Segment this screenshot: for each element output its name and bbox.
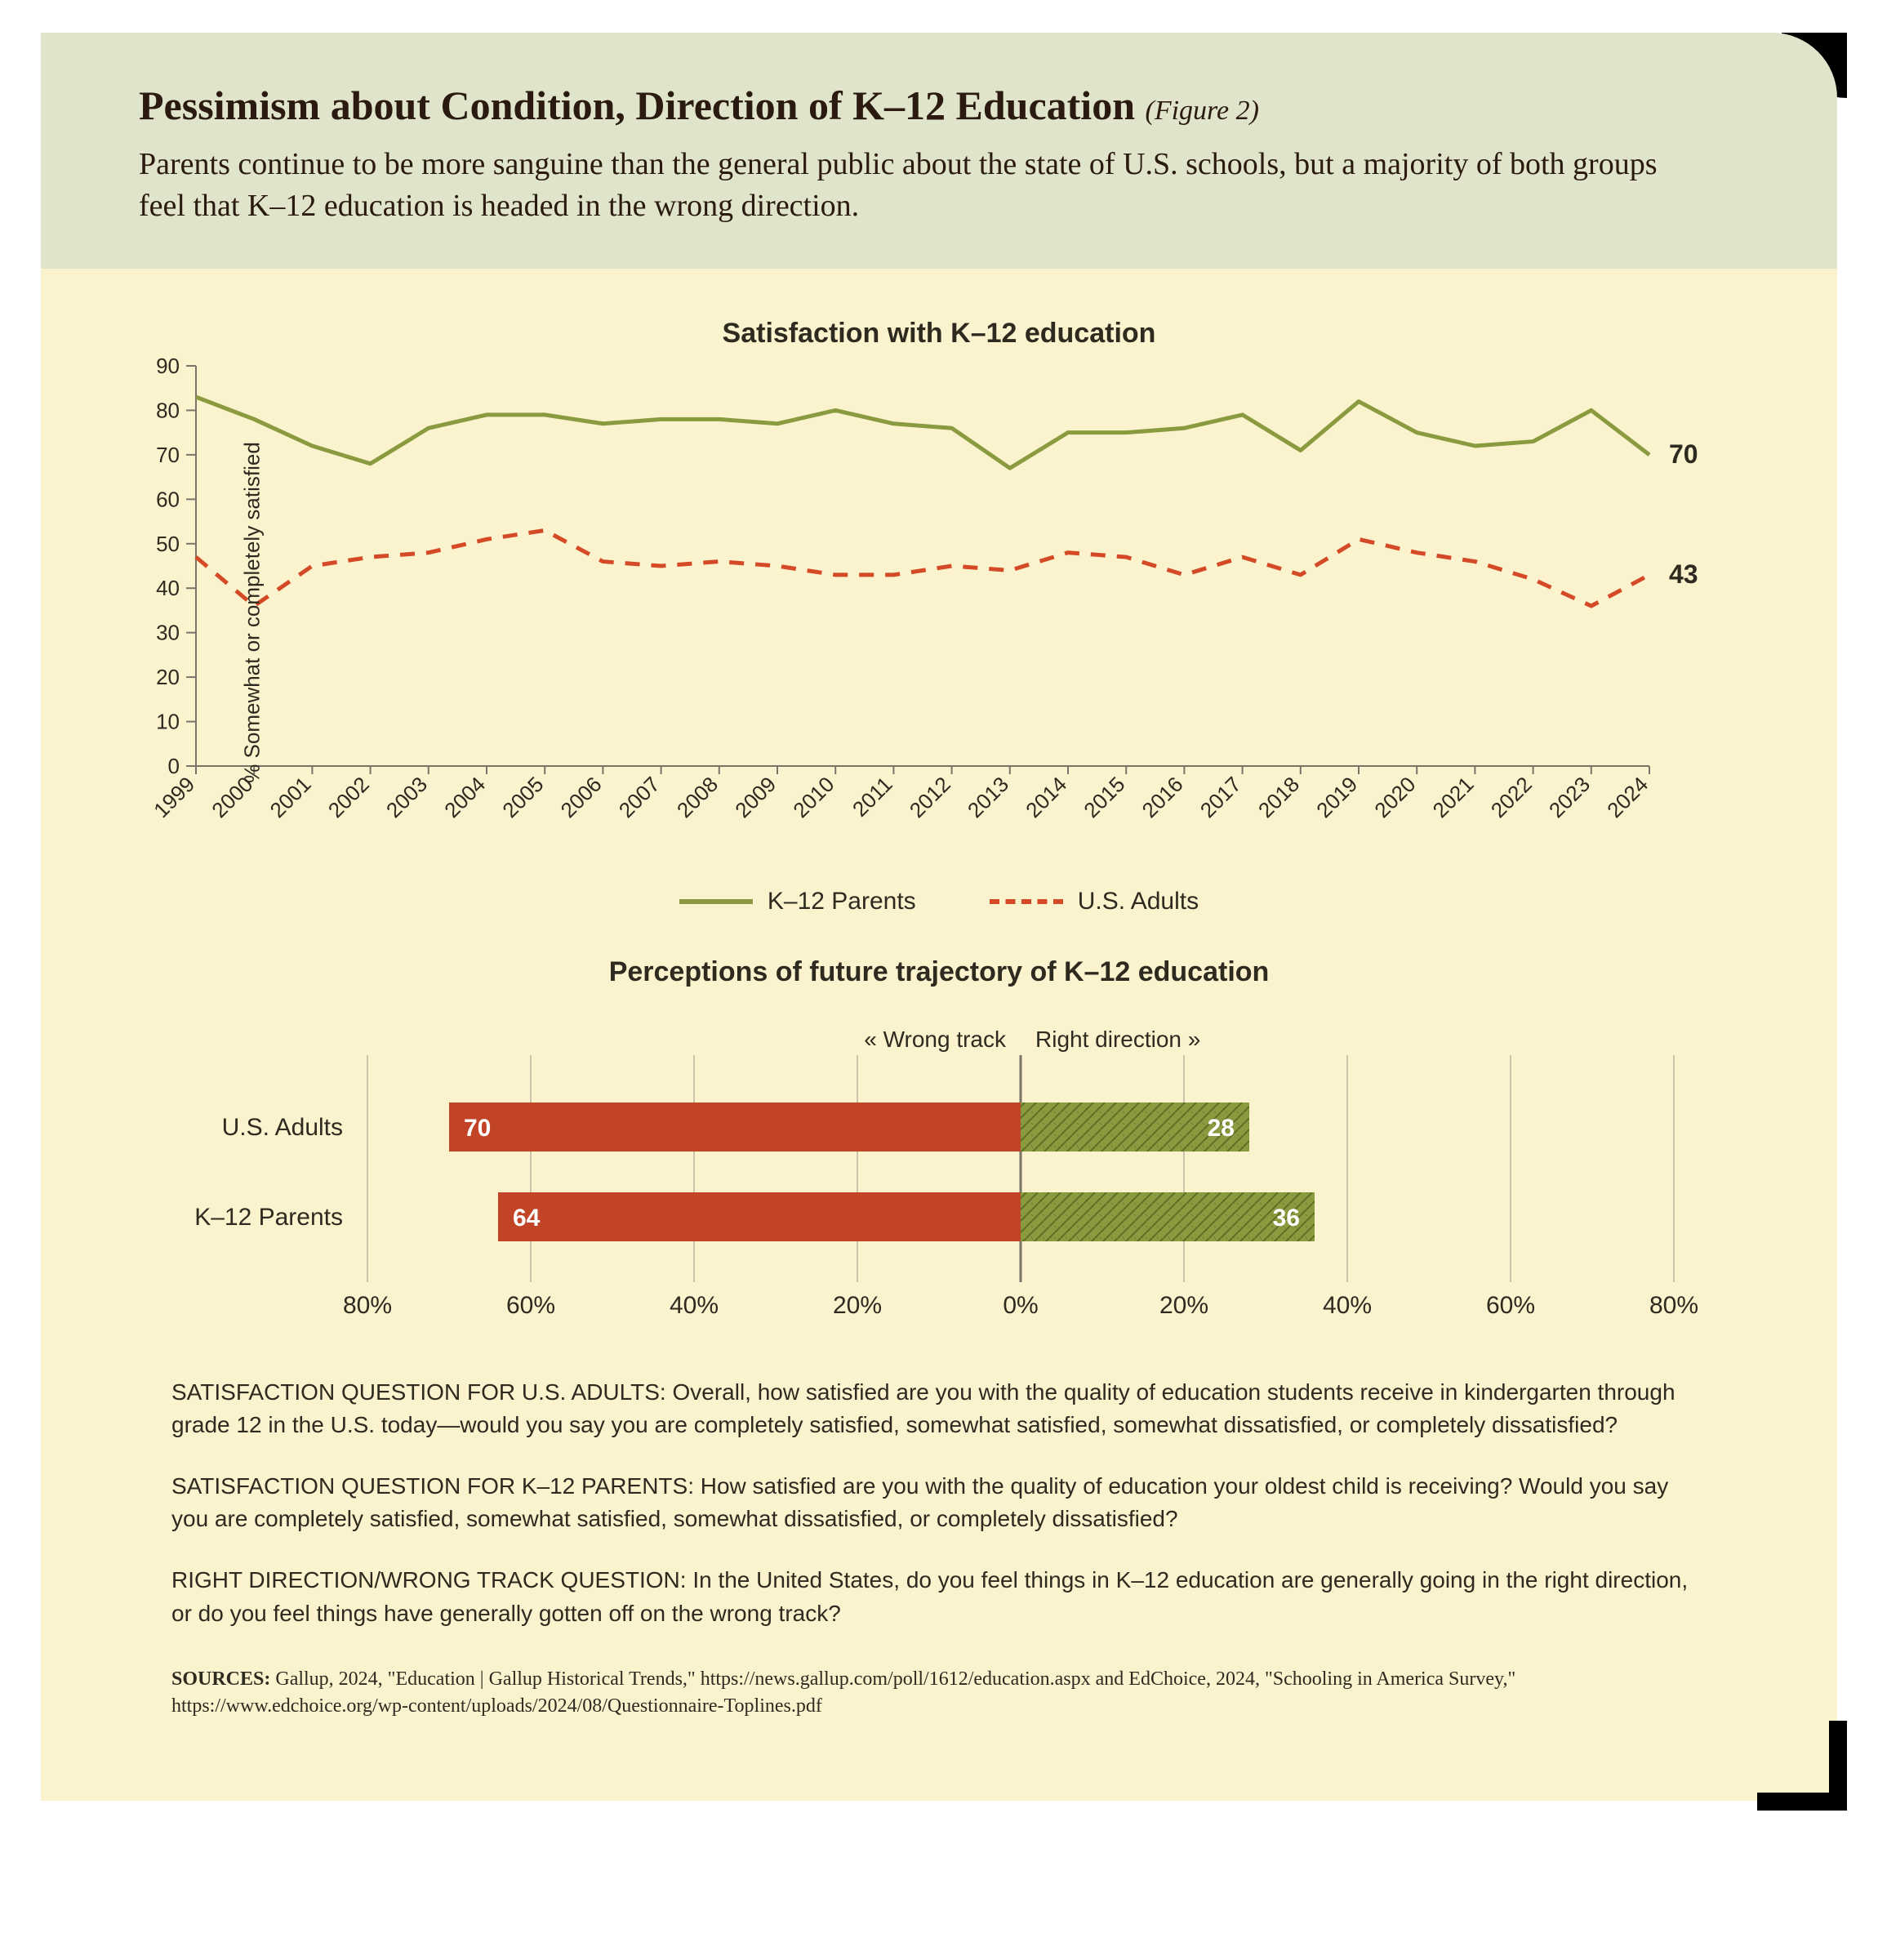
svg-text:30: 30 bbox=[156, 620, 180, 644]
svg-text:70: 70 bbox=[1669, 439, 1698, 468]
note-parents-question: SATISFACTION QUESTION FOR K–12 PARENTS: … bbox=[171, 1470, 1707, 1536]
line-chart: % Somewhat or completely satisfied 0 10 20… bbox=[106, 358, 1772, 868]
svg-text:40%: 40% bbox=[670, 1292, 719, 1319]
title-main: Pessimism about Condition, Direction of … bbox=[139, 82, 1135, 128]
svg-text:0%: 0% bbox=[1003, 1292, 1038, 1319]
svg-text:2002: 2002 bbox=[323, 772, 374, 822]
sources: SOURCES: Gallup, 2024, "Education | Gall… bbox=[106, 1658, 1772, 1744]
svg-text:2006: 2006 bbox=[556, 772, 607, 822]
y-axis-label: % Somewhat or completely satisfied bbox=[239, 442, 265, 783]
svg-text:36: 36 bbox=[1273, 1205, 1300, 1232]
svg-text:60%: 60% bbox=[506, 1292, 555, 1319]
line-chart-legend: K–12 Parents U.S. Adults bbox=[106, 888, 1772, 915]
svg-text:2011: 2011 bbox=[848, 772, 897, 822]
note-direction-question: RIGHT DIRECTION/WRONG TRACK QUESTION: In… bbox=[171, 1564, 1707, 1630]
svg-text:0: 0 bbox=[168, 754, 180, 778]
legend-parents: K–12 Parents bbox=[679, 888, 916, 915]
svg-text:60: 60 bbox=[156, 487, 180, 511]
svg-text:2021: 2021 bbox=[1428, 772, 1479, 822]
bar-chart: 80% 60% 40% 20% 0% 20% 40% 60% 80% « Wrong track R… bbox=[106, 1021, 1772, 1335]
legend-swatch-dashed bbox=[990, 899, 1063, 904]
note-adults-question: SATISFACTION QUESTION FOR U.S. ADULTS: O… bbox=[171, 1376, 1707, 1442]
figure-container: Pessimism about Condition, Direction of … bbox=[41, 33, 1837, 1801]
svg-text:70: 70 bbox=[156, 442, 180, 466]
sources-label: SOURCES: bbox=[171, 1668, 270, 1690]
svg-text:20%: 20% bbox=[1159, 1292, 1208, 1319]
line-chart-title: Satisfaction with K–12 education bbox=[106, 318, 1772, 350]
svg-text:10: 10 bbox=[156, 709, 180, 733]
svg-text:« Wrong track: « Wrong track bbox=[864, 1027, 1007, 1052]
legend-parents-label: K–12 Parents bbox=[768, 888, 916, 915]
svg-text:Right direction »: Right direction » bbox=[1035, 1027, 1200, 1052]
svg-text:80: 80 bbox=[156, 398, 180, 422]
line-chart-svg: 0102030405060708090199920002001200220032… bbox=[106, 358, 1739, 864]
svg-text:2022: 2022 bbox=[1486, 772, 1537, 822]
svg-text:2008: 2008 bbox=[672, 772, 723, 822]
svg-text:40%: 40% bbox=[1323, 1292, 1372, 1319]
svg-text:50: 50 bbox=[156, 531, 180, 555]
svg-text:U.S. Adults: U.S. Adults bbox=[222, 1114, 343, 1141]
svg-text:2005: 2005 bbox=[497, 772, 548, 822]
svg-text:2013: 2013 bbox=[963, 772, 1013, 822]
svg-text:2024: 2024 bbox=[1602, 772, 1653, 822]
bar-chart-svg: 80% 60% 40% 20% 0% 20% 40% 60% 80% « Wrong track R… bbox=[106, 1021, 1739, 1331]
svg-text:2009: 2009 bbox=[730, 772, 781, 822]
svg-text:2003: 2003 bbox=[381, 772, 432, 822]
legend-adults: U.S. Adults bbox=[990, 888, 1199, 915]
header-band: Pessimism about Condition, Direction of … bbox=[41, 33, 1837, 269]
sources-text: Gallup, 2024, "Education | Gallup Histor… bbox=[171, 1668, 1515, 1716]
svg-text:2016: 2016 bbox=[1137, 772, 1188, 822]
svg-text:2007: 2007 bbox=[614, 772, 665, 822]
svg-text:40: 40 bbox=[156, 576, 180, 600]
svg-text:20: 20 bbox=[156, 665, 180, 689]
svg-text:80%: 80% bbox=[343, 1292, 392, 1319]
figure-label: (Figure 2) bbox=[1146, 96, 1259, 126]
svg-text:K–12 Parents: K–12 Parents bbox=[194, 1204, 343, 1231]
svg-text:2023: 2023 bbox=[1544, 772, 1595, 822]
svg-text:2018: 2018 bbox=[1253, 772, 1304, 822]
question-notes: SATISFACTION QUESTION FOR U.S. ADULTS: O… bbox=[106, 1335, 1772, 1631]
svg-text:2004: 2004 bbox=[439, 772, 490, 822]
legend-swatch-solid bbox=[679, 899, 753, 904]
svg-text:2019: 2019 bbox=[1311, 772, 1362, 822]
corner-bracket-decoration bbox=[1757, 1721, 1847, 1811]
bar-chart-title: Perceptions of future trajectory of K–12… bbox=[106, 956, 1772, 988]
svg-text:28: 28 bbox=[1208, 1115, 1235, 1142]
svg-text:60%: 60% bbox=[1486, 1292, 1535, 1319]
svg-text:20%: 20% bbox=[833, 1292, 882, 1319]
legend-adults-label: U.S. Adults bbox=[1078, 888, 1199, 915]
svg-text:2001: 2001 bbox=[265, 772, 316, 822]
svg-text:70: 70 bbox=[464, 1115, 491, 1142]
svg-text:2012: 2012 bbox=[905, 772, 955, 822]
svg-text:2010: 2010 bbox=[788, 772, 839, 822]
svg-text:2015: 2015 bbox=[1079, 772, 1129, 822]
svg-text:2020: 2020 bbox=[1369, 772, 1420, 822]
svg-text:2017: 2017 bbox=[1195, 772, 1246, 822]
svg-text:1999: 1999 bbox=[149, 772, 199, 822]
figure-subtitle: Parents continue to be more sanguine tha… bbox=[139, 144, 1690, 228]
svg-text:43: 43 bbox=[1669, 559, 1698, 588]
chart-area: Satisfaction with K–12 education % Somew… bbox=[41, 269, 1837, 1801]
svg-text:64: 64 bbox=[513, 1205, 541, 1232]
svg-text:80%: 80% bbox=[1649, 1292, 1698, 1319]
svg-text:2014: 2014 bbox=[1021, 772, 1071, 822]
figure-title: Pessimism about Condition, Direction of … bbox=[139, 82, 1739, 129]
svg-text:90: 90 bbox=[156, 358, 180, 378]
